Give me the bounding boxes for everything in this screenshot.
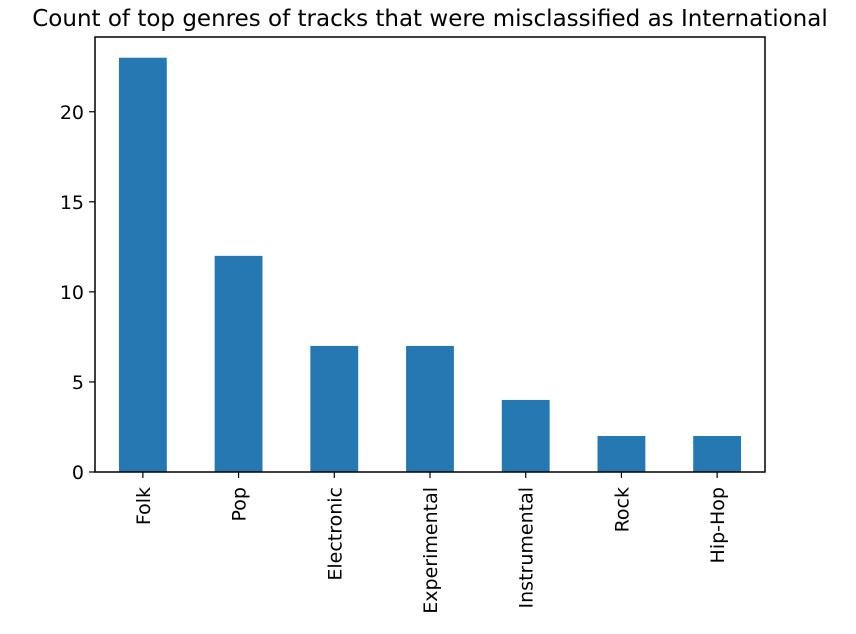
y-axis: 0 5 10 15 20 [60, 102, 95, 484]
y-tick-label: 20 [60, 102, 84, 124]
x-axis: Folk Pop Electronic Experimental Instrumenta… [133, 472, 729, 614]
y-tick-label: 10 [60, 282, 84, 304]
y-tick-label: 0 [72, 462, 84, 484]
x-tick-label-rock: Rock [611, 487, 633, 532]
x-tick-label-electronic: Electronic [324, 487, 346, 581]
bars-group [118, 57, 742, 472]
x-tick-label-hip-hop: Hip-Hop [707, 487, 729, 563]
y-tick-label: 5 [72, 372, 84, 394]
x-tick-label-folk: Folk [133, 487, 155, 525]
plot-frame [94, 36, 766, 473]
x-tick-label-experimental: Experimental [420, 487, 442, 614]
y-tick-label: 15 [60, 192, 84, 214]
chart-title: Count of top genres of tracks that were … [32, 6, 828, 32]
bar-hip-hop [693, 435, 742, 472]
bar-electronic [310, 345, 359, 472]
x-tick-label-instrumental: Instrumental [516, 487, 538, 608]
bar-rock [597, 435, 646, 472]
bar-folk [118, 57, 167, 472]
bar-instrumental [501, 399, 550, 472]
bar-pop [214, 255, 263, 472]
x-tick-label-pop: Pop [229, 487, 251, 521]
bar-experimental [406, 345, 454, 472]
